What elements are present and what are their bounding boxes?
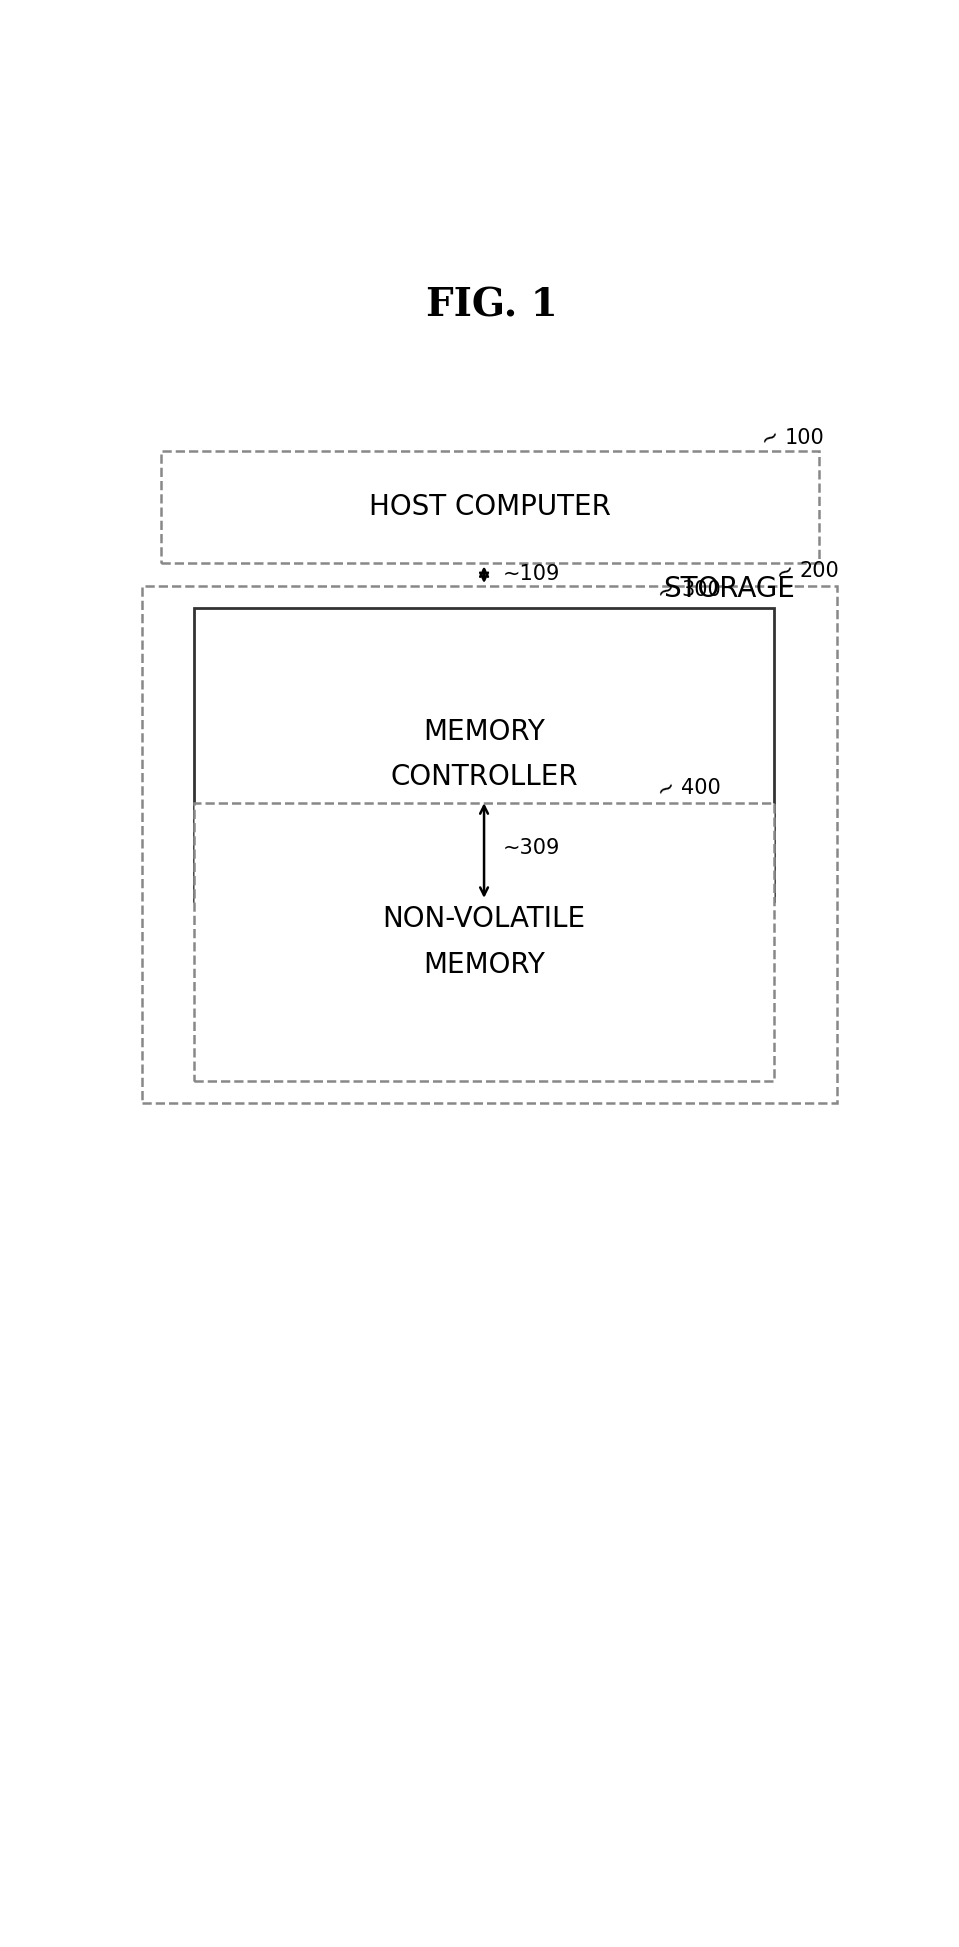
Text: STORAGE: STORAGE <box>664 574 795 604</box>
Text: 300: 300 <box>681 580 721 600</box>
Text: ∼: ∼ <box>653 576 679 604</box>
Text: ∼: ∼ <box>758 424 784 452</box>
Text: HOST COMPUTER: HOST COMPUTER <box>368 493 611 522</box>
Text: ~109: ~109 <box>503 565 560 584</box>
Text: 400: 400 <box>681 779 721 798</box>
Bar <box>194 804 774 1081</box>
Text: 100: 100 <box>785 428 825 448</box>
Text: MEMORY
CONTROLLER: MEMORY CONTROLLER <box>390 718 578 790</box>
Bar <box>142 586 837 1104</box>
Text: ∼: ∼ <box>772 557 798 584</box>
Text: FIG. 1: FIG. 1 <box>426 286 557 325</box>
Text: 200: 200 <box>800 561 840 580</box>
Text: ~309: ~309 <box>503 839 560 859</box>
Text: NON-VOLATILE
MEMORY: NON-VOLATILE MEMORY <box>383 905 586 979</box>
Text: ∼: ∼ <box>653 775 679 802</box>
Bar <box>161 452 819 563</box>
Bar <box>194 607 774 901</box>
